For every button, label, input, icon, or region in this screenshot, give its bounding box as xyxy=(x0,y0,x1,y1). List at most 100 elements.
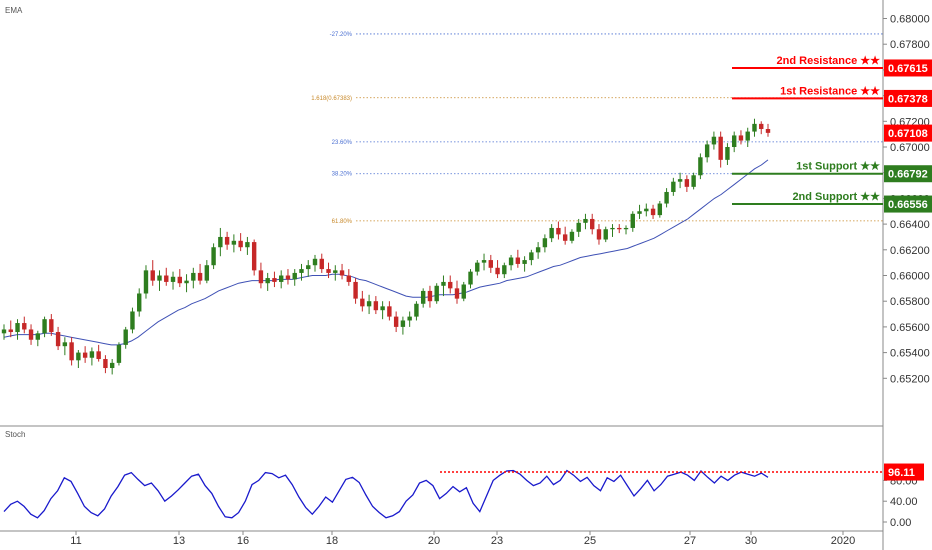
candle xyxy=(28,324,34,345)
candle-body xyxy=(711,136,717,145)
last-price-tag-text: 0.67108 xyxy=(888,128,928,140)
candle xyxy=(637,204,642,219)
candle xyxy=(218,227,223,257)
candle xyxy=(522,256,527,272)
candle-body xyxy=(339,270,345,276)
candle-body xyxy=(704,144,710,158)
candle-body xyxy=(745,131,750,141)
level-label: 1st Resistance ★★ xyxy=(780,85,880,97)
candle-body xyxy=(211,247,216,266)
candle xyxy=(15,319,20,340)
candle-body xyxy=(22,323,27,330)
candle xyxy=(96,344,101,362)
candle xyxy=(279,270,284,289)
price-tick-label: 0.66000 xyxy=(890,271,930,283)
candle-body xyxy=(366,301,372,307)
level-price-tag xyxy=(884,195,932,213)
time-tick-label: 30 xyxy=(745,535,757,547)
candle xyxy=(1,324,7,340)
candle-body xyxy=(164,275,169,282)
support-resistance-levels: 2nd Resistance ★★ 0.67615 1st Resistance ★… xyxy=(732,55,932,213)
candle-body xyxy=(603,229,608,240)
level-price-tag xyxy=(884,165,932,183)
candle xyxy=(468,269,473,289)
candle xyxy=(698,153,703,180)
time-tick-label: 16 xyxy=(237,535,249,547)
candle xyxy=(380,301,385,320)
candle-body xyxy=(610,227,615,230)
candle xyxy=(177,269,182,288)
price-tick-label: 0.65400 xyxy=(890,348,930,360)
candle xyxy=(549,224,554,243)
candle xyxy=(157,270,162,291)
candle-body xyxy=(76,352,81,361)
stoch-tick-label: 0.00 xyxy=(890,517,911,529)
candle xyxy=(333,265,338,281)
candle xyxy=(109,359,115,375)
candle xyxy=(650,204,656,219)
candle xyxy=(265,272,270,291)
candle-body xyxy=(177,276,182,284)
time-tick-label: 2020 xyxy=(831,535,855,547)
candle-body xyxy=(718,136,723,160)
candle xyxy=(508,254,514,271)
candle xyxy=(583,213,588,230)
candle-body xyxy=(224,236,230,245)
candle xyxy=(366,294,372,315)
stoch-value-tag xyxy=(884,463,924,481)
candle xyxy=(224,231,230,250)
price-tick-label: 0.65600 xyxy=(890,322,930,334)
stoch-value-tag-text: 96.11 xyxy=(888,467,915,479)
price-tick-label: 0.66400 xyxy=(890,219,930,231)
candle-body xyxy=(691,175,696,187)
candle xyxy=(603,226,608,243)
candle xyxy=(137,288,142,317)
candle-body xyxy=(28,329,34,340)
candle xyxy=(556,221,561,240)
candle xyxy=(387,301,392,321)
candle xyxy=(55,326,61,351)
candle-body xyxy=(502,265,507,275)
candle xyxy=(610,224,615,237)
candle xyxy=(69,337,74,366)
level-price-tag xyxy=(884,89,932,107)
candle-body xyxy=(279,275,284,282)
candle xyxy=(562,226,568,245)
stoch-tick-label: 40.00 xyxy=(890,496,918,508)
candle xyxy=(623,225,629,235)
candle-body xyxy=(62,342,68,347)
candle xyxy=(738,130,744,145)
candle-body xyxy=(82,352,88,358)
candle xyxy=(414,301,419,321)
candle-body xyxy=(508,257,514,266)
candle-body xyxy=(630,213,635,228)
candle-body xyxy=(89,351,95,358)
candle-body xyxy=(596,229,602,240)
candle xyxy=(596,224,602,245)
candle-body xyxy=(326,269,331,273)
candle-body xyxy=(623,227,629,230)
candle xyxy=(502,262,507,279)
time-tick-label: 23 xyxy=(491,535,503,547)
candle-body xyxy=(752,123,757,132)
candle-body xyxy=(420,290,426,304)
fibonacci-levels: -27.20% 1.618(0.67383) 23.60% 38.20% 61.80% xyxy=(311,32,883,225)
candle-body xyxy=(306,265,311,270)
candle xyxy=(630,211,635,232)
candle-body xyxy=(299,269,304,273)
candle xyxy=(671,177,676,196)
candle-body xyxy=(549,227,554,239)
candle xyxy=(373,296,379,315)
candle-body xyxy=(353,281,358,299)
candle xyxy=(130,307,135,334)
time-tick-label: 18 xyxy=(326,535,338,547)
candle xyxy=(339,263,345,280)
candle xyxy=(427,285,433,308)
price-tick-label: 0.67000 xyxy=(890,142,930,154)
candle-body xyxy=(576,222,581,232)
candle xyxy=(346,269,352,286)
candle xyxy=(76,350,81,369)
candle-body xyxy=(427,290,433,302)
level-price-tag-text: 0.67615 xyxy=(888,63,928,75)
